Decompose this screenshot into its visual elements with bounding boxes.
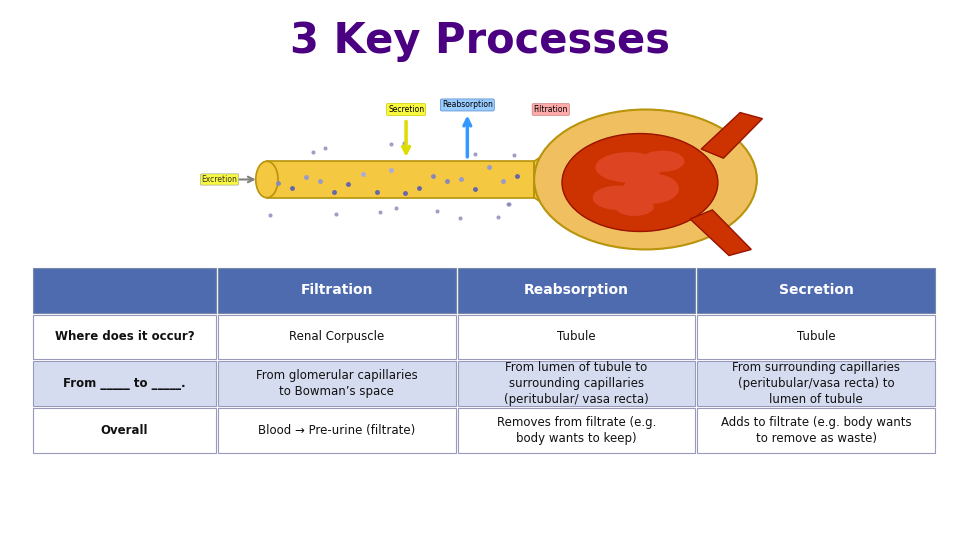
FancyBboxPatch shape	[218, 361, 456, 406]
FancyBboxPatch shape	[218, 268, 456, 313]
Text: From lumen of tubule to
surrounding capillaries
(peritubular/ vasa recta): From lumen of tubule to surrounding capi…	[504, 361, 649, 406]
Text: Tubule: Tubule	[557, 330, 596, 343]
Text: Secretion: Secretion	[388, 105, 424, 114]
Ellipse shape	[623, 173, 679, 204]
FancyBboxPatch shape	[218, 408, 456, 453]
Text: Filtration: Filtration	[534, 105, 568, 114]
Text: Tubule: Tubule	[797, 330, 835, 343]
FancyBboxPatch shape	[33, 314, 216, 359]
Polygon shape	[534, 143, 562, 216]
Ellipse shape	[640, 151, 684, 172]
Ellipse shape	[614, 198, 654, 216]
FancyBboxPatch shape	[697, 268, 935, 313]
Ellipse shape	[129, 473, 150, 523]
Text: Reabsorption: Reabsorption	[524, 284, 629, 297]
Text: From surrounding capillaries
(peritubular/vasa recta) to
lumen of tubule: From surrounding capillaries (peritubula…	[732, 361, 900, 406]
Text: Where does it occur?: Where does it occur?	[55, 330, 194, 343]
Polygon shape	[701, 112, 762, 158]
Text: Western: Western	[29, 484, 171, 512]
FancyBboxPatch shape	[458, 361, 695, 406]
Text: 3 Key Processes: 3 Key Processes	[290, 20, 670, 62]
FancyBboxPatch shape	[697, 361, 935, 406]
Text: From _____ to _____.: From _____ to _____.	[63, 377, 185, 390]
Polygon shape	[690, 210, 752, 255]
Text: Removes from filtrate (e.g.
body wants to keep): Removes from filtrate (e.g. body wants t…	[497, 416, 657, 445]
Ellipse shape	[592, 186, 643, 210]
FancyBboxPatch shape	[697, 314, 935, 359]
Ellipse shape	[255, 161, 278, 198]
Text: Secretion: Secretion	[779, 284, 853, 297]
Text: Renal Corpuscle: Renal Corpuscle	[289, 330, 385, 343]
Text: Filtration: Filtration	[300, 284, 373, 297]
Text: Blood → Pre-urine (filtrate): Blood → Pre-urine (filtrate)	[258, 424, 416, 437]
FancyBboxPatch shape	[458, 268, 695, 313]
Text: From glomerular capillaries
to Bowman’s space: From glomerular capillaries to Bowman’s …	[256, 369, 418, 398]
FancyBboxPatch shape	[33, 268, 216, 313]
Text: Adds to filtrate (e.g. body wants
to remove as waste): Adds to filtrate (e.g. body wants to rem…	[721, 416, 911, 445]
Text: Excretion: Excretion	[202, 175, 237, 184]
FancyBboxPatch shape	[33, 408, 216, 453]
Ellipse shape	[595, 152, 662, 183]
FancyBboxPatch shape	[33, 361, 216, 406]
Text: Overall: Overall	[101, 424, 148, 437]
FancyBboxPatch shape	[697, 408, 935, 453]
Ellipse shape	[562, 133, 718, 232]
FancyBboxPatch shape	[458, 408, 695, 453]
Polygon shape	[267, 161, 534, 198]
FancyBboxPatch shape	[218, 314, 456, 359]
FancyBboxPatch shape	[458, 314, 695, 359]
Ellipse shape	[534, 110, 756, 249]
Text: Reabsorption: Reabsorption	[442, 100, 492, 110]
